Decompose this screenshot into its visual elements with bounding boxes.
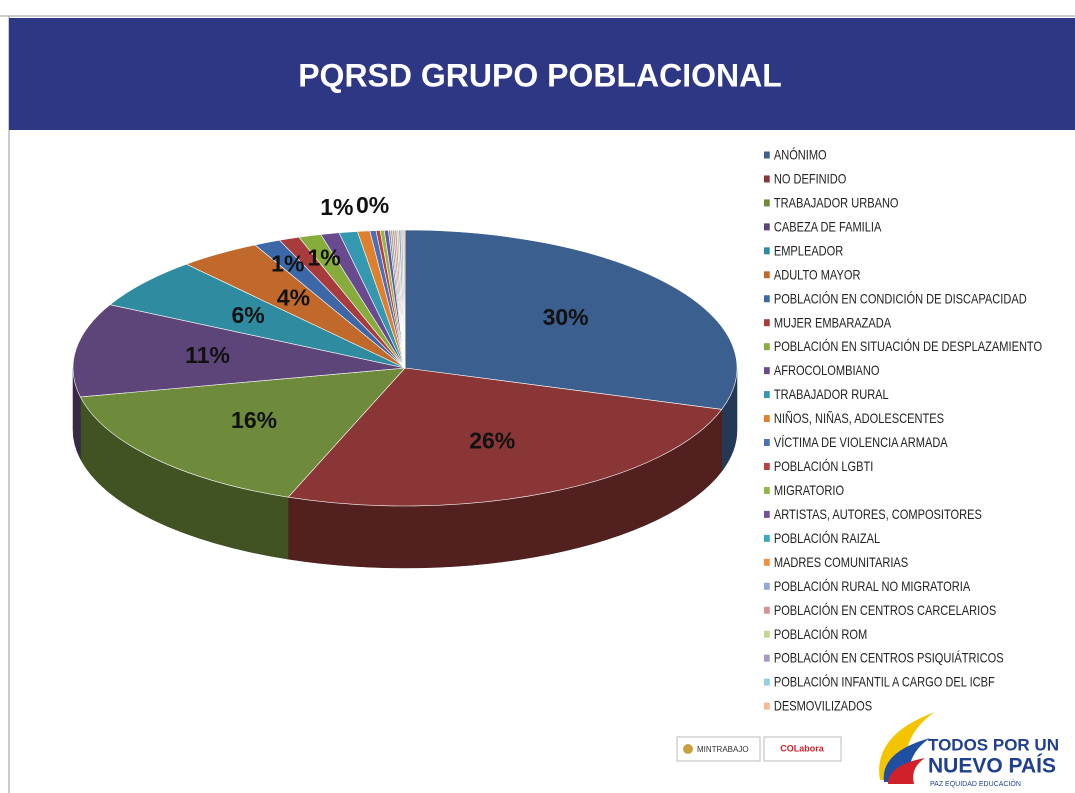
- legend-label: TRABAJADOR URBANO: [774, 195, 899, 210]
- legend-label: POBLACIÓN INFANTIL A CARGO DEL ICBF: [774, 674, 995, 690]
- data-label: 1%: [320, 194, 353, 220]
- logo-ministry: MINTRABAJO: [697, 745, 749, 754]
- legend-swatch: [764, 558, 770, 566]
- legend-label: AFROCOLOMBIANO: [774, 363, 880, 378]
- chart-title: PQRSD GRUPO POBLACIONAL: [298, 57, 782, 93]
- logo-box: [676, 736, 761, 762]
- legend-label: ADULTO MAYOR: [774, 267, 861, 282]
- data-label: 1%: [307, 245, 340, 271]
- legend-swatch: [764, 319, 770, 327]
- legend-label: POBLACIÓN LGBTI: [774, 458, 874, 474]
- legend-swatch: [764, 702, 770, 710]
- legend-label: ARTISTAS, AUTORES, COMPOSITORES: [774, 507, 982, 522]
- legend-swatch: [764, 582, 770, 590]
- logo-slogan: TODOS POR UN: [928, 735, 1059, 754]
- legend-label: ANÓNIMO: [774, 146, 827, 162]
- data-label: 0%: [356, 192, 389, 218]
- data-label: 30%: [543, 304, 589, 330]
- legend-label: POBLACIÓN EN CENTROS CARCELARIOS: [774, 602, 996, 618]
- legend-swatch: [764, 223, 770, 231]
- legend-label: MIGRATORIO: [774, 483, 844, 498]
- legend-label: MUJER EMBARAZADA: [774, 315, 892, 330]
- legend-label: NIÑOS, NIÑAS, ADOLESCENTES: [774, 411, 944, 426]
- legend-swatch: [764, 462, 770, 470]
- legend-swatch: [764, 151, 770, 159]
- slice: [287, 367, 723, 507]
- data-label: 26%: [469, 428, 515, 454]
- legend-swatch: [764, 678, 770, 686]
- legend-swatch: [764, 439, 770, 447]
- data-label: 11%: [185, 342, 230, 368]
- slice: [79, 367, 406, 498]
- legend-label: POBLACIÓN RURAL NO MIGRATORIA: [774, 578, 971, 594]
- legend-swatch: [764, 271, 770, 279]
- legend-label: POBLACIÓN RAIZAL: [774, 530, 880, 546]
- slice: [109, 263, 406, 369]
- legend-label: DESMOVILIZADOS: [774, 699, 872, 714]
- logos: MINTRABAJO COLabora TODOS POR UN NUEVO P…: [676, 712, 1059, 788]
- pie: 30%26%16%11%6%4%1% 1%1% 0%: [72, 192, 738, 569]
- slice: [404, 229, 738, 410]
- legend-swatch: [764, 606, 770, 614]
- legend-label: CABEZA DE FAMILIA: [774, 219, 882, 234]
- data-label: 4%: [277, 284, 310, 310]
- legend-swatch: [764, 175, 770, 183]
- legend-label: TRABAJADOR RURAL: [774, 387, 889, 402]
- legend: ANÓNIMO NO DEFINIDO TRABAJADOR URBANO CABEZ…: [764, 146, 1042, 714]
- legend-label: POBLACIÓN EN SITUACIÓN DE DESPLAZAMIENTO: [774, 338, 1042, 354]
- legend-label: NO DEFINIDO: [774, 172, 846, 187]
- legend-swatch: [764, 199, 770, 207]
- legend-swatch: [764, 367, 770, 375]
- legend-swatch: [764, 630, 770, 638]
- slice: [402, 229, 406, 369]
- logo-slogan: NUEVO PAÍS: [928, 755, 1056, 778]
- legend-label: POBLACIÓN EN CONDICIÓN DE DISCAPACIDAD: [774, 290, 1027, 306]
- slice: [72, 304, 406, 398]
- data-label: 6%: [232, 302, 265, 328]
- legend-swatch: [764, 415, 770, 423]
- data-label: 1%: [271, 250, 304, 276]
- logo-partner: COLabora: [780, 743, 825, 753]
- logo-box: [763, 736, 842, 762]
- legend-swatch: [764, 654, 770, 662]
- legend-swatch: [764, 247, 770, 255]
- legend-label: EMPLEADOR: [774, 243, 844, 258]
- legend-label: MADRES COMUNITARIAS: [774, 555, 908, 570]
- legend-label: VÍCTIMA DE VIOLENCIA ARMADA: [774, 434, 949, 450]
- legend-swatch: [764, 295, 770, 303]
- data-label: 16%: [231, 407, 277, 433]
- legend-swatch: [764, 534, 770, 542]
- legend-swatch: [764, 486, 770, 494]
- legend-swatch: [764, 343, 770, 351]
- legend-label: POBLACIÓN EN CENTROS PSIQUIÁTRICOS: [774, 650, 1004, 666]
- logo-flag-red: [888, 758, 925, 784]
- logo-seal: [683, 744, 693, 754]
- legend-swatch: [764, 391, 770, 399]
- header-band: [9, 18, 1075, 130]
- legend-label: POBLACIÓN ROM: [774, 626, 867, 642]
- logo-slogan: PAZ EQUIDAD EDUCACIÓN: [930, 779, 1021, 788]
- legend-swatch: [764, 510, 770, 518]
